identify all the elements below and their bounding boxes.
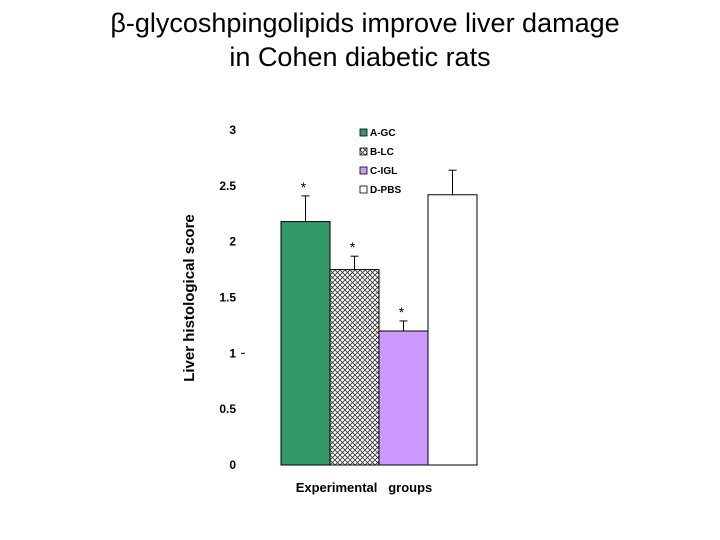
bar-a-gc: [280, 221, 331, 466]
chart-title-line-2: in Cohen diabetic rats: [229, 42, 491, 72]
y-axis-title: Liver histological score: [181, 214, 198, 382]
significance-star: *: [301, 179, 307, 195]
y-tick-label: 1.5: [219, 291, 236, 305]
chart-title: β-glycoshpingolipids improve liver damag…: [0, 6, 720, 74]
bar-d-pbs: [427, 194, 478, 466]
legend-swatch-a-gc: [359, 128, 368, 137]
significance-star: *: [399, 304, 405, 320]
legend-swatch-c-igl: [359, 166, 368, 175]
x-axis-title: Experimental groups: [296, 480, 433, 495]
bar-b-lc: [329, 269, 380, 466]
legend-swatch-b-lc: [359, 147, 368, 156]
significance-star: *: [350, 239, 356, 255]
legend-label-d-pbs: D-PBS: [370, 185, 401, 196]
y-tick-label: 3: [229, 123, 236, 137]
y-tick-label: 0: [229, 458, 236, 472]
legend-label-c-igl: C-IGL: [370, 166, 397, 177]
legend-label-a-gc: A-GC: [370, 128, 396, 139]
legend-label-b-lc: B-LC: [370, 147, 394, 158]
y-tick-label: 2.5: [219, 179, 236, 193]
chart-title-line-1: β-glycoshpingolipids improve liver damag…: [110, 8, 620, 38]
y-tick-label: 1: [229, 346, 236, 360]
y-tick-label: 2: [229, 235, 236, 249]
bar-c-igl: [378, 330, 429, 466]
y-tick-label: 0.5: [219, 402, 236, 416]
legend-swatch-d-pbs: [359, 185, 368, 194]
